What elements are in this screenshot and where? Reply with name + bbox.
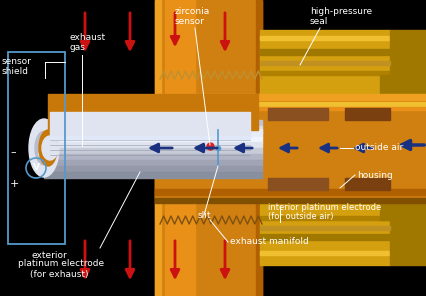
Bar — [259, 36, 389, 40]
Bar — [155, 0, 262, 296]
Bar — [259, 61, 389, 65]
Bar — [259, 75, 426, 220]
Text: slit: slit — [198, 210, 211, 220]
Text: zirconia: zirconia — [175, 7, 210, 17]
Bar — [44, 154, 262, 160]
Text: sensor: sensor — [175, 17, 204, 27]
Bar — [259, 234, 389, 240]
Text: outside air: outside air — [354, 144, 402, 152]
Bar — [344, 108, 389, 120]
Bar — [379, 75, 426, 220]
Bar — [44, 137, 262, 143]
Bar — [164, 0, 195, 296]
Bar — [155, 107, 426, 110]
Ellipse shape — [35, 131, 53, 165]
Text: exhaust manifold: exhaust manifold — [230, 237, 308, 247]
Text: V: V — [32, 163, 40, 173]
Bar — [44, 129, 262, 134]
Bar — [8, 52, 65, 244]
Bar — [48, 94, 257, 130]
Bar — [155, 198, 426, 203]
Ellipse shape — [39, 150, 49, 158]
Bar — [389, 30, 426, 75]
Bar — [259, 71, 389, 75]
Bar — [344, 178, 389, 190]
Ellipse shape — [42, 136, 58, 160]
Text: seal: seal — [309, 17, 328, 27]
Bar — [259, 251, 389, 255]
Bar — [389, 220, 426, 265]
Text: shield: shield — [2, 67, 29, 76]
Bar — [259, 226, 389, 230]
Ellipse shape — [39, 130, 57, 166]
Bar — [44, 160, 262, 166]
Bar — [259, 216, 389, 220]
Bar — [155, 102, 426, 106]
Bar — [44, 148, 262, 154]
Bar — [155, 0, 161, 296]
Bar — [155, 98, 426, 198]
Bar — [259, 30, 389, 75]
Text: exterior: exterior — [32, 250, 68, 260]
Text: (for exhaust): (for exhaust) — [30, 269, 88, 279]
Bar — [50, 136, 249, 139]
Text: housing: housing — [356, 170, 392, 179]
Bar — [44, 172, 262, 178]
Bar — [44, 142, 262, 148]
Text: exhaust: exhaust — [70, 33, 106, 43]
Bar — [50, 112, 249, 136]
Bar — [44, 166, 262, 172]
Ellipse shape — [29, 119, 59, 177]
Text: (for outside air): (for outside air) — [268, 213, 333, 221]
Bar — [44, 120, 262, 126]
Text: high-pressure: high-pressure — [309, 7, 371, 17]
Text: –: – — [10, 147, 16, 157]
Bar — [259, 220, 389, 265]
Bar — [44, 132, 262, 138]
Bar — [256, 0, 262, 296]
Bar — [259, 49, 389, 55]
Bar — [155, 94, 426, 100]
Text: sensor: sensor — [2, 57, 32, 67]
Bar — [155, 189, 426, 195]
Text: platinum electrode: platinum electrode — [18, 260, 104, 268]
Text: +: + — [10, 179, 19, 189]
Bar — [268, 108, 327, 120]
Bar — [44, 126, 262, 132]
Text: gas: gas — [70, 44, 86, 52]
Text: interior platinum electrode: interior platinum electrode — [268, 204, 380, 213]
Bar — [268, 178, 327, 190]
